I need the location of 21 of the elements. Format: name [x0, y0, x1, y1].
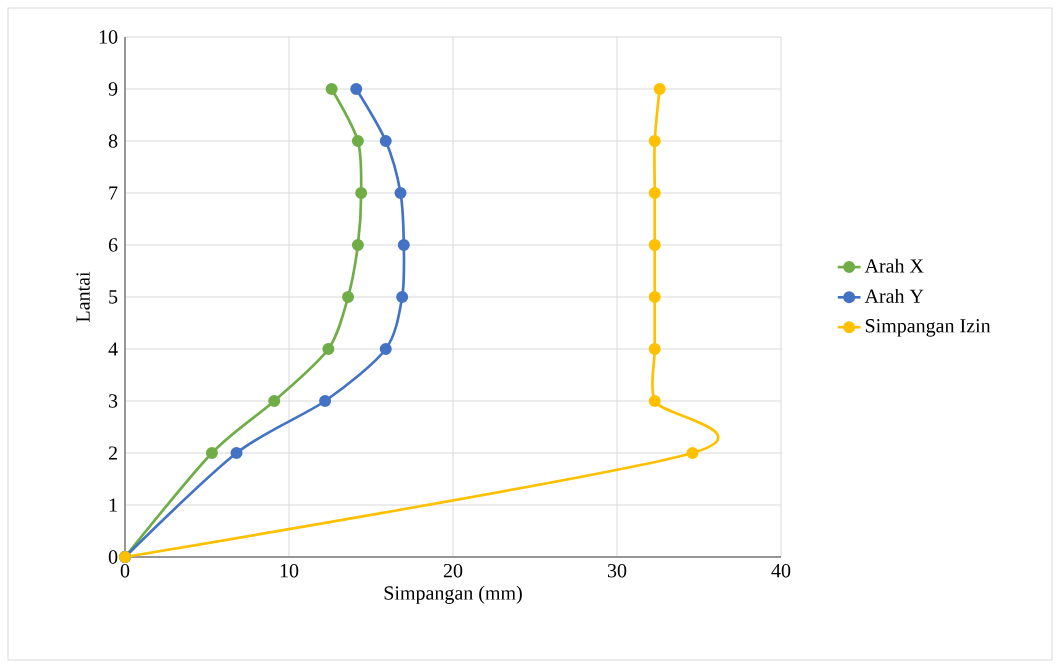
legend-label: Arah X	[864, 258, 924, 273]
y-tick-label: 6	[108, 238, 118, 252]
x-tick-label: 10	[280, 563, 299, 578]
y-tick-label: 0	[108, 550, 118, 564]
y-tick-label: 8	[108, 134, 118, 148]
y-tick-label: 3	[109, 394, 118, 408]
y-tick-label: 7	[109, 186, 118, 200]
y-tick-label: 4	[108, 342, 118, 356]
y-tick-label: 1	[109, 498, 117, 512]
y-tick-label: 9	[108, 82, 118, 96]
x-tick-label: 0	[120, 563, 130, 578]
x-tick-label: 20	[443, 563, 463, 578]
y-axis-title: Lantai	[76, 271, 90, 322]
legend-label: Simpangan Izin	[865, 319, 991, 337]
x-tick-label: 30	[607, 563, 627, 578]
x-tick-label: 40	[771, 563, 791, 578]
legend-label: Arah Y	[864, 288, 924, 303]
y-tick-label: 5	[109, 290, 118, 304]
x-axis-title: Simpangan (mm)	[384, 585, 522, 604]
y-tick-label: 10	[99, 30, 118, 44]
y-tick-label: 2	[108, 446, 117, 460]
